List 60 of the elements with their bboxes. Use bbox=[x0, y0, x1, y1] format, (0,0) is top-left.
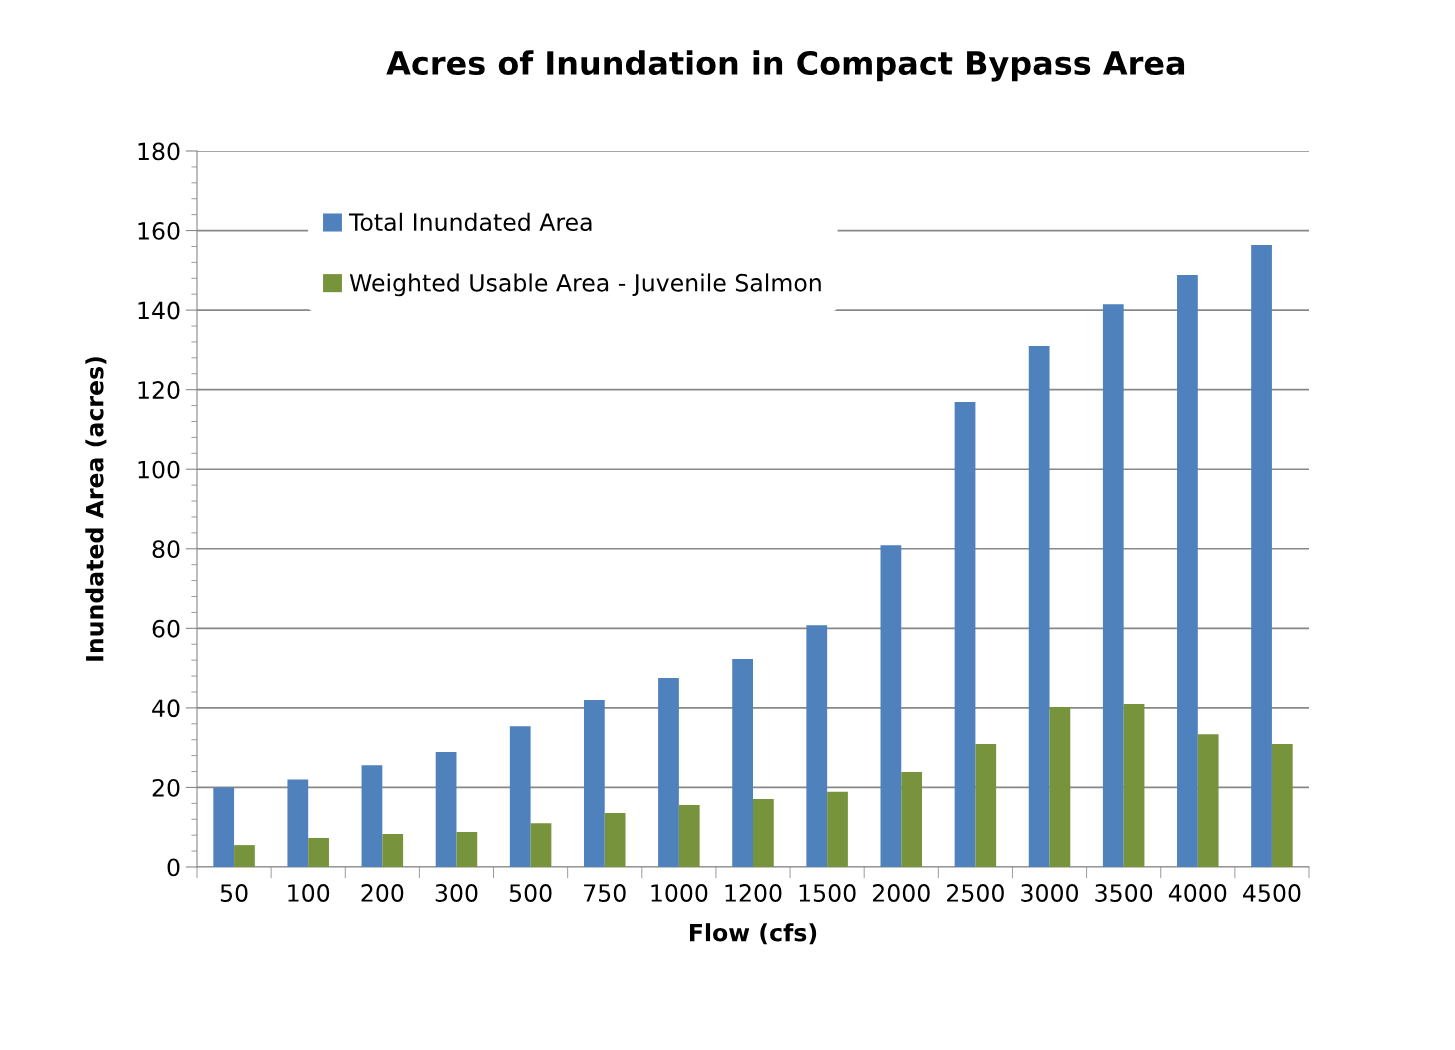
bar bbox=[213, 787, 235, 867]
y-tick-label: 40 bbox=[152, 699, 180, 718]
bar bbox=[1028, 345, 1050, 867]
bar bbox=[1049, 707, 1071, 867]
bar bbox=[827, 791, 848, 867]
bar bbox=[456, 832, 478, 867]
bar bbox=[880, 545, 902, 867]
bar bbox=[308, 837, 329, 867]
x-tick-label: 1200 bbox=[725, 884, 782, 902]
y-tick-label: 160 bbox=[138, 222, 180, 240]
y-tick-label: 0 bbox=[167, 858, 180, 877]
y-tick-label: 180 bbox=[138, 142, 180, 161]
bar bbox=[1271, 744, 1293, 867]
chart-title: Acres of Inundation in Compact Bypass Area bbox=[386, 50, 1185, 82]
x-tick-label: 200 bbox=[361, 884, 404, 902]
bar bbox=[287, 779, 309, 867]
y-tick-label: 140 bbox=[138, 301, 180, 320]
y-axis-title: Inundated Area (acres) bbox=[85, 357, 107, 661]
x-tick-label: 3000 bbox=[1021, 884, 1079, 902]
y-tick-label: 80 bbox=[152, 540, 180, 559]
x-tick-label: 4500 bbox=[1243, 884, 1301, 902]
bar bbox=[901, 771, 923, 867]
legend-label: Weighted Usable Area - Juvenile Salmon bbox=[349, 273, 821, 297]
bar bbox=[975, 744, 997, 867]
y-tick-label: 120 bbox=[138, 381, 180, 399]
x-tick-label: 1500 bbox=[799, 884, 856, 902]
x-tick-label: 50 bbox=[220, 884, 248, 902]
x-tick-label: 500 bbox=[509, 884, 552, 902]
y-tick-label: 100 bbox=[138, 460, 180, 479]
bar bbox=[604, 812, 626, 867]
x-axis-title: Flow (cfs) bbox=[689, 923, 817, 945]
bar bbox=[1177, 275, 1198, 867]
x-tick-label: 1000 bbox=[651, 884, 708, 902]
bar bbox=[1197, 734, 1219, 867]
bar bbox=[361, 765, 383, 867]
y-tick-label: 20 bbox=[152, 778, 180, 797]
x-tick-label: 2500 bbox=[947, 884, 1004, 902]
x-tick-label: 300 bbox=[435, 884, 478, 902]
bar bbox=[583, 699, 605, 867]
x-tick-label: 4000 bbox=[1168, 884, 1227, 902]
bar bbox=[382, 833, 404, 867]
bar bbox=[1123, 703, 1145, 867]
x-tick-label: 3500 bbox=[1095, 884, 1153, 902]
legend-label: Total Inundated Area bbox=[348, 212, 592, 232]
x-tick-label: 100 bbox=[288, 884, 330, 902]
bar bbox=[732, 658, 753, 867]
bar bbox=[234, 845, 255, 867]
x-tick-label: 750 bbox=[584, 884, 626, 902]
bar bbox=[753, 798, 774, 867]
bar bbox=[658, 678, 679, 867]
bar bbox=[509, 726, 531, 867]
x-tick-label: 2000 bbox=[872, 884, 930, 902]
y-tick-label: 60 bbox=[152, 619, 180, 638]
bar bbox=[435, 752, 457, 867]
bar bbox=[530, 823, 552, 867]
bar bbox=[678, 804, 700, 867]
bar bbox=[806, 625, 828, 867]
bar bbox=[1102, 304, 1124, 867]
bar bbox=[954, 402, 976, 867]
bar bbox=[1251, 244, 1272, 867]
